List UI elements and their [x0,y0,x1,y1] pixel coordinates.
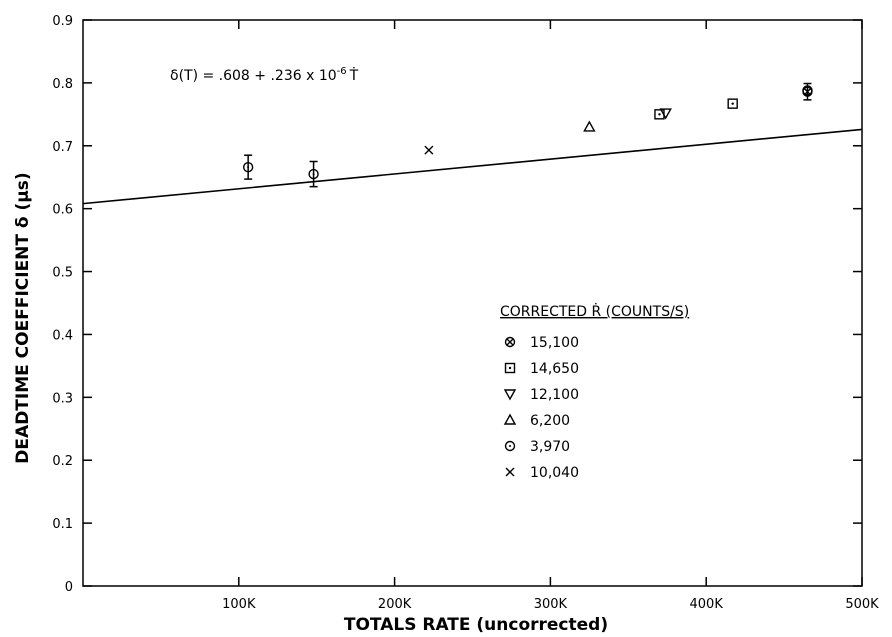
marker-triangle-down [659,108,672,120]
fit-equation-exponent: -6 [337,66,347,77]
marker-circle [802,85,813,96]
x-tick-label: 300K [534,597,568,612]
data-point [659,108,672,120]
marker-center-dot [247,166,250,169]
fit-equation-var: Ṫ [349,66,359,84]
marker-circle [308,168,319,180]
marker-x-stroke [505,467,515,477]
legend-marker [504,336,516,348]
fit-line [82,128,863,205]
legend-marker [503,413,517,425]
marker-triangle-up [583,120,596,132]
x-tick-label: 500K [845,597,879,612]
legend-marker [504,440,516,452]
x-axis-title: TOTALS RATE (uncorrected) [344,615,608,635]
fit-equation: δ(T) = .608 + .236 x 10-6 Ṫ [170,66,359,84]
x-tick-label: 100K [222,597,256,612]
y-tick-label: 0.6 [52,203,73,218]
y-tick-label: 0.3 [52,391,73,406]
marker-center-dot [731,102,734,105]
x-tick-label: 200K [378,597,412,612]
legend-title: CORRECTED Ṙ (COUNTS/S) [500,302,689,320]
y-axis-ticks: 0 0.1 0.2 0.3 0.4 0.5 0.6 0.7 0.8 0.9 [52,14,862,595]
y-tick-label: 0.2 [52,454,73,469]
legend-label: 14,650 [530,361,579,377]
marker-circle [242,161,254,173]
y-tick-label: 0.9 [52,14,73,29]
marker-center-dot [658,113,661,116]
marker-center-dot [312,173,315,176]
y-tick-label: 0.7 [52,140,73,155]
legend-label: 3,970 [530,439,570,455]
marker-center-dot [509,445,511,447]
y-tick-label: 0.8 [52,77,73,92]
data-point [802,85,813,96]
legend-label: 10,040 [530,465,579,481]
marker-circle [504,336,516,348]
y-tick-label: 0.4 [52,328,73,343]
plot-frame [82,19,863,587]
marker-triangle-up [503,413,517,425]
data-point [308,168,319,180]
marker-x-stroke [424,145,434,155]
y-axis-title: DEADTIME COEFFICIENT δ (μs) [13,172,33,463]
marker-square [727,98,738,109]
legend-marker [505,467,515,477]
data-point [242,161,254,173]
legend-marker [504,362,516,374]
marker-square [504,362,516,374]
data-point [424,145,434,155]
marker-center-dot [508,366,512,370]
marker-x-stroke [506,338,514,346]
legend-label: 15,100 [530,335,579,351]
fit-equation-lhs: δ(T) = .608 + .236 x 10 [170,68,337,84]
legend-label: 6,200 [530,413,570,429]
marker-circle [504,440,516,452]
data-point [727,98,738,109]
data-points [242,82,813,188]
x-axis-ticks: 100K 200K 300K 400K 500K [222,20,879,612]
y-tick-label: 0 [65,580,73,595]
marker-triangle-down [503,389,517,401]
x-tick-label: 400K [690,597,724,612]
data-point [583,120,596,132]
fit-line-group [82,128,863,205]
plot-border [82,19,863,587]
marker-center-dot [806,89,809,92]
y-tick-label: 0.5 [52,266,73,281]
legend-label: 12,100 [530,387,579,403]
y-tick-label: 0.1 [52,517,73,532]
legend-marker [503,389,517,401]
legend: CORRECTED Ṙ (COUNTS/S) 15,100 14,650 12,10… [500,302,689,481]
